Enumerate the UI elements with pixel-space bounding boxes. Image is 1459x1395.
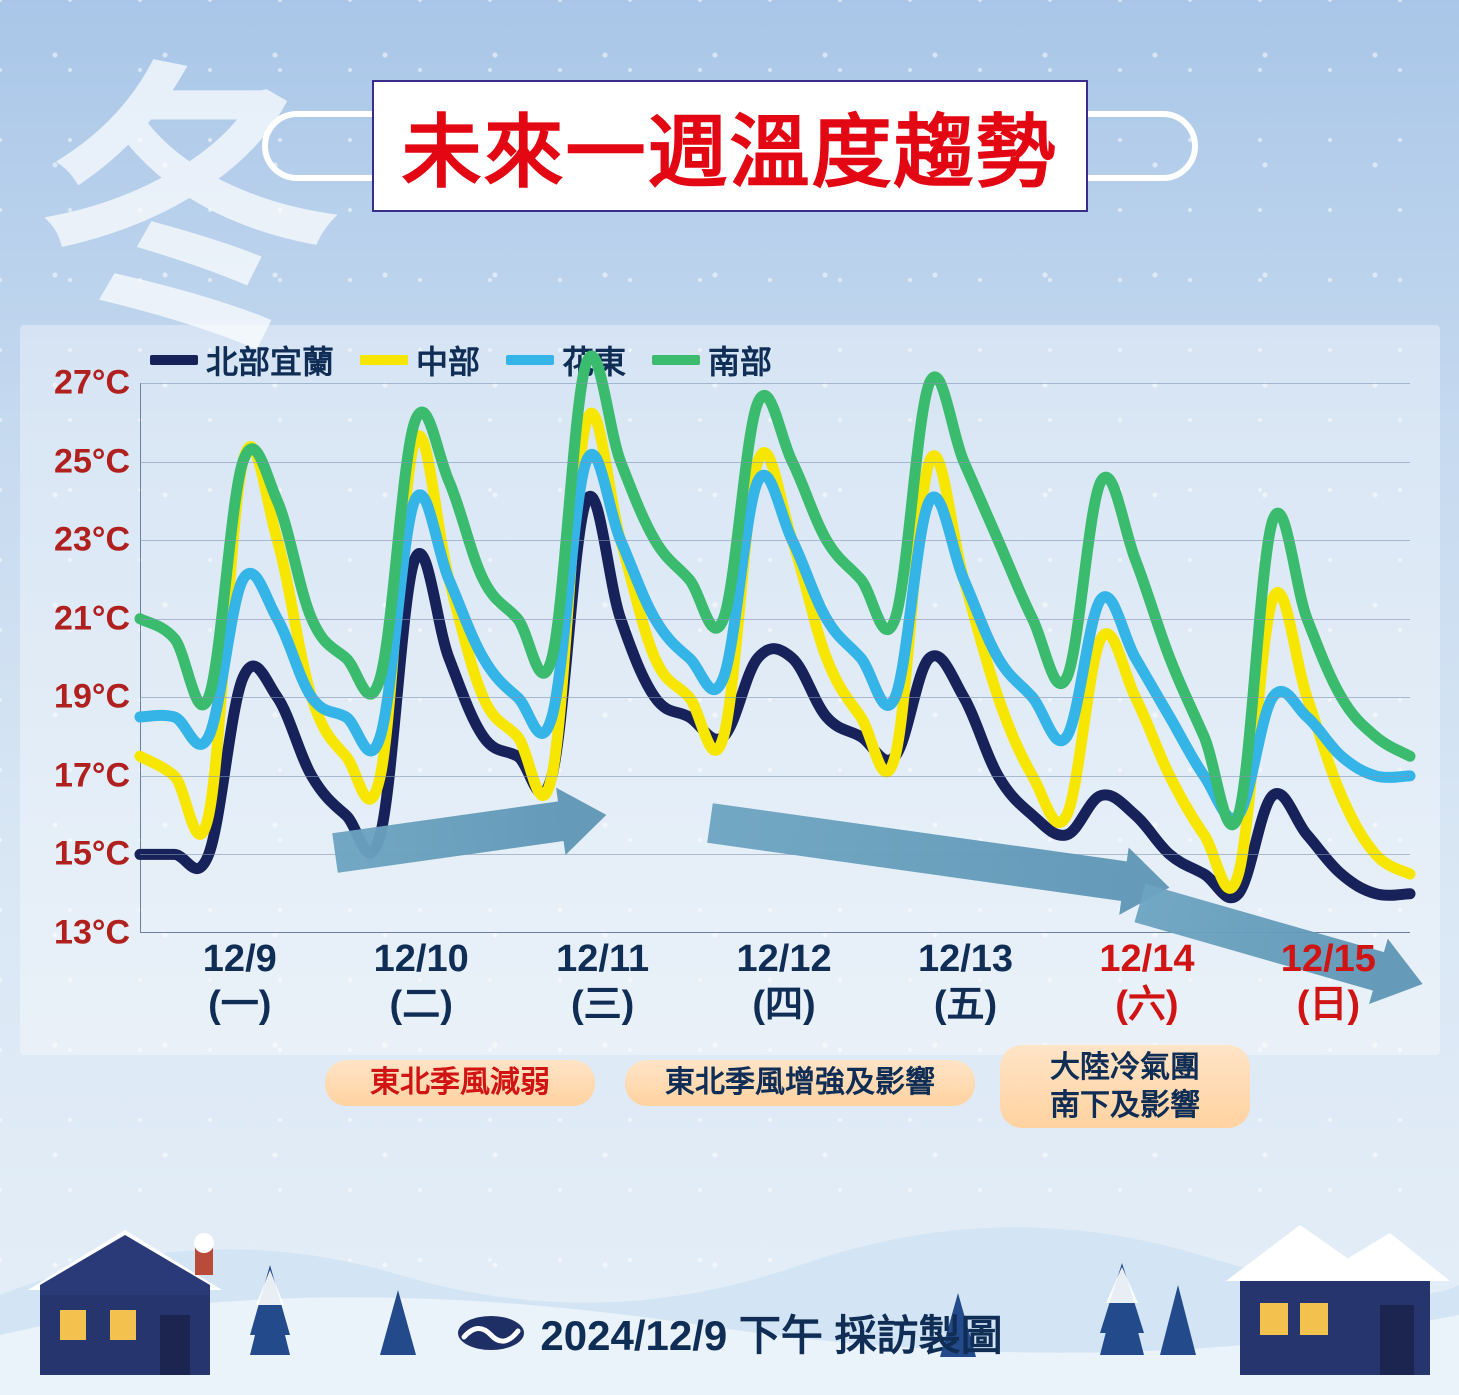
x-axis-label: 12/12(四) bbox=[737, 937, 832, 1028]
chart-title: 未來一週溫度趨勢 bbox=[372, 80, 1088, 212]
x-axis-label: 12/9(一) bbox=[203, 937, 277, 1028]
y-axis-label: 23°C bbox=[36, 521, 130, 560]
legend-item-south: 南部 bbox=[652, 337, 772, 383]
x-axis-label: 12/10(二) bbox=[374, 937, 469, 1028]
title-pill: 未來一週溫度趨勢 bbox=[372, 80, 1088, 212]
x-dow: (一) bbox=[203, 983, 277, 1029]
plot-area: 13°C15°C17°C19°C21°C23°C25°C27°C bbox=[140, 383, 1410, 933]
grid-line bbox=[140, 462, 1410, 463]
legend-item-east: 花東 bbox=[506, 337, 626, 383]
x-axis-label: 12/11(三) bbox=[556, 937, 649, 1028]
weather-note: 大陸冷氣團南下及影響 bbox=[1000, 1045, 1250, 1128]
credit-text: 2024/12/9 下午 採訪製圖 bbox=[540, 1302, 1002, 1363]
x-date: 12/10 bbox=[374, 937, 469, 983]
grid-line bbox=[140, 854, 1410, 855]
x-axis-label: 12/15(日) bbox=[1281, 937, 1376, 1028]
weather-note: 東北季風增強及影響 bbox=[625, 1060, 975, 1106]
x-axis-label: 12/14(六) bbox=[1099, 937, 1194, 1028]
legend-item-north: 北部宜蘭 bbox=[150, 337, 334, 383]
x-dow: (三) bbox=[556, 983, 649, 1029]
x-dow: (五) bbox=[918, 983, 1013, 1029]
y-axis-label: 17°C bbox=[36, 756, 130, 795]
legend-swatch-icon bbox=[150, 355, 198, 365]
credit-line: 2024/12/9 下午 採訪製圖 bbox=[0, 1302, 1459, 1363]
legend-label: 南部 bbox=[708, 337, 772, 383]
grid-line bbox=[140, 697, 1410, 698]
x-date: 12/12 bbox=[737, 937, 832, 983]
grid-line bbox=[140, 776, 1410, 777]
legend-swatch-icon bbox=[360, 355, 408, 365]
legend-label: 中部 bbox=[416, 337, 480, 383]
x-date: 12/13 bbox=[918, 937, 1013, 983]
y-axis-label: 27°C bbox=[36, 364, 130, 403]
y-axis-label: 21°C bbox=[36, 599, 130, 638]
legend-item-central: 中部 bbox=[360, 337, 480, 383]
x-dow: (日) bbox=[1281, 983, 1376, 1029]
x-date: 12/14 bbox=[1099, 937, 1194, 983]
cwb-logo-icon bbox=[456, 1313, 526, 1353]
x-dow: (四) bbox=[737, 983, 832, 1029]
x-axis-label: 12/13(五) bbox=[918, 937, 1013, 1028]
x-dow: (二) bbox=[374, 983, 469, 1029]
title-container: 未來一週溫度趨勢 bbox=[0, 80, 1459, 212]
chart-panel: 北部宜蘭中部花東南部 13°C15°C17°C19°C21°C23°C25°C2… bbox=[20, 325, 1440, 1055]
chart-legend: 北部宜蘭 中部花東 南部 bbox=[150, 337, 772, 383]
y-axis-label: 25°C bbox=[36, 442, 130, 481]
x-date: 12/11 bbox=[556, 937, 649, 983]
y-axis-label: 13°C bbox=[36, 914, 130, 953]
y-axis-label: 19°C bbox=[36, 678, 130, 717]
x-date: 12/9 bbox=[203, 937, 277, 983]
series-east bbox=[140, 454, 1410, 818]
series-south bbox=[140, 356, 1410, 825]
grid-line bbox=[140, 619, 1410, 620]
y-axis-label: 15°C bbox=[36, 835, 130, 874]
grid-line bbox=[140, 383, 1410, 384]
grid-line bbox=[140, 540, 1410, 541]
legend-label: 北部宜蘭 bbox=[206, 337, 334, 383]
legend-swatch-icon bbox=[652, 355, 700, 365]
x-dow: (六) bbox=[1099, 983, 1194, 1029]
x-date: 12/15 bbox=[1281, 937, 1376, 983]
weather-note: 東北季風減弱 bbox=[325, 1060, 595, 1106]
legend-swatch-icon bbox=[506, 355, 554, 365]
